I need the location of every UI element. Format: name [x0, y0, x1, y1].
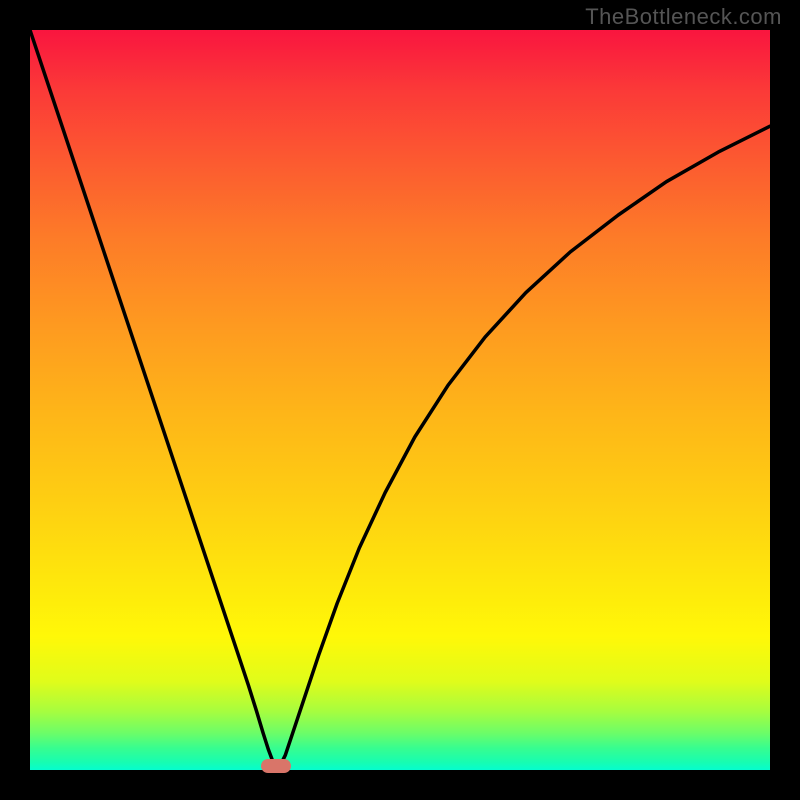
optimum-marker — [261, 759, 291, 773]
chart-canvas: TheBottleneck.com — [0, 0, 800, 800]
plot-area — [30, 30, 770, 770]
watermark-text: TheBottleneck.com — [585, 4, 782, 30]
